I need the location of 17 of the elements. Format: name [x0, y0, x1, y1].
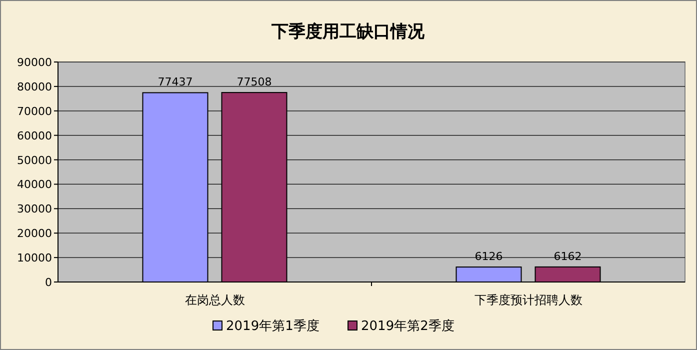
- y-tick-label: 40000: [17, 178, 52, 192]
- y-tick-label: 70000: [17, 104, 52, 118]
- y-tick-label: 60000: [17, 129, 52, 142]
- data-label: 77508: [236, 76, 272, 89]
- legend-label: 2019年第2季度: [361, 318, 454, 334]
- y-tick-label: 20000: [17, 227, 52, 240]
- y-tick-label: 80000: [17, 80, 52, 94]
- y-tick-label: 0: [45, 276, 52, 289]
- y-tick-label: 30000: [17, 202, 52, 216]
- legend-label: 2019年第1季度: [226, 318, 320, 334]
- data-label: 77437: [158, 76, 193, 89]
- chart-title: 下季度用工缺口情况: [270, 22, 426, 42]
- y-tick-label: 10000: [17, 252, 52, 265]
- y-tick-label: 90000: [17, 56, 52, 69]
- x-tick-label: 下季度预计招聘人数: [474, 293, 582, 307]
- y-tick-label: 50000: [17, 154, 52, 167]
- x-tick-label: 在岗总人数: [184, 293, 245, 307]
